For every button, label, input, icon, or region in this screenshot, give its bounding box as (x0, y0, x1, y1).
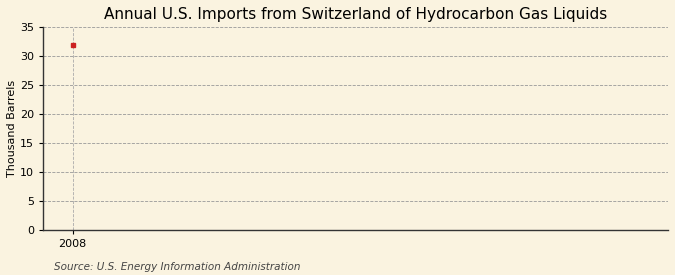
Text: Source: U.S. Energy Information Administration: Source: U.S. Energy Information Administ… (54, 262, 300, 272)
Title: Annual U.S. Imports from Switzerland of Hydrocarbon Gas Liquids: Annual U.S. Imports from Switzerland of … (104, 7, 607, 22)
Y-axis label: Thousand Barrels: Thousand Barrels (7, 80, 17, 177)
